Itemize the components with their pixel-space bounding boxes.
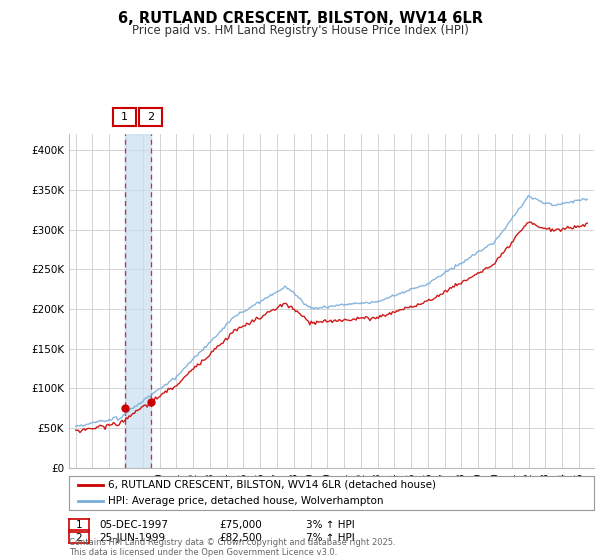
Text: 25-JUN-1999: 25-JUN-1999 — [99, 533, 165, 543]
Text: 7% ↑ HPI: 7% ↑ HPI — [306, 533, 355, 543]
Text: £82,500: £82,500 — [219, 533, 262, 543]
Text: 1: 1 — [76, 520, 82, 530]
Text: 2: 2 — [147, 112, 154, 122]
Text: 6, RUTLAND CRESCENT, BILSTON, WV14 6LR (detached house): 6, RUTLAND CRESCENT, BILSTON, WV14 6LR (… — [109, 480, 436, 490]
Text: 1: 1 — [121, 112, 128, 122]
Text: 6, RUTLAND CRESCENT, BILSTON, WV14 6LR: 6, RUTLAND CRESCENT, BILSTON, WV14 6LR — [118, 11, 482, 26]
Text: HPI: Average price, detached house, Wolverhampton: HPI: Average price, detached house, Wolv… — [109, 496, 384, 506]
Text: 2: 2 — [76, 533, 82, 543]
Text: 05-DEC-1997: 05-DEC-1997 — [99, 520, 168, 530]
Text: £75,000: £75,000 — [219, 520, 262, 530]
Text: 3% ↑ HPI: 3% ↑ HPI — [306, 520, 355, 530]
Bar — [125, 134, 151, 468]
Text: Contains HM Land Registry data © Crown copyright and database right 2025.
This d: Contains HM Land Registry data © Crown c… — [69, 538, 395, 557]
Text: Price paid vs. HM Land Registry's House Price Index (HPI): Price paid vs. HM Land Registry's House … — [131, 24, 469, 36]
